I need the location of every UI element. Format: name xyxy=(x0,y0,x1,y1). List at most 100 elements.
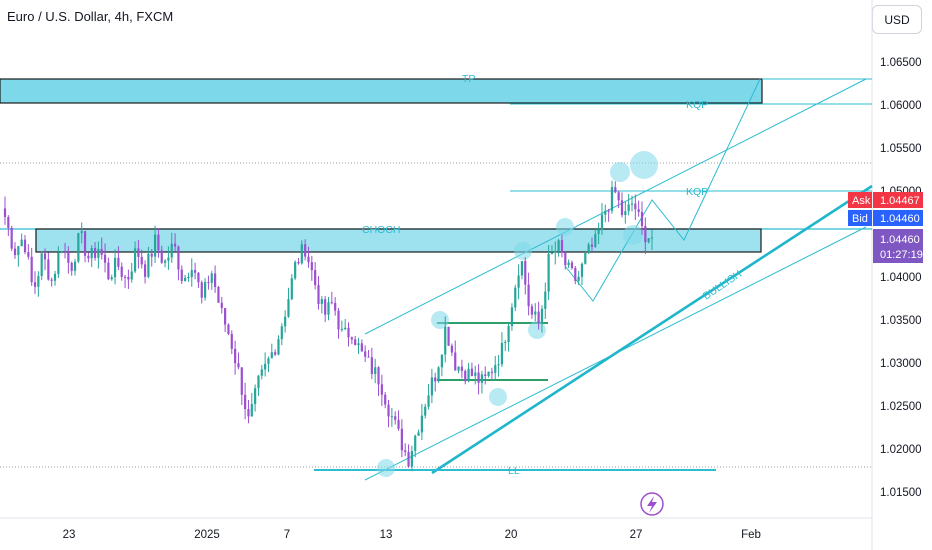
candle xyxy=(147,246,150,279)
tp-zone[interactable] xyxy=(0,78,763,104)
candle xyxy=(497,355,500,377)
candle xyxy=(257,375,260,396)
price-tick-label: 1.03500 xyxy=(880,315,922,327)
bid-tag: Bid 1.04460 xyxy=(848,210,923,226)
candle xyxy=(500,332,504,368)
candle xyxy=(417,429,420,436)
candle xyxy=(327,297,330,321)
candle xyxy=(50,277,53,287)
candle xyxy=(590,237,594,251)
swing-point xyxy=(556,218,574,236)
candle xyxy=(297,258,300,265)
swing-point xyxy=(489,388,507,406)
candle xyxy=(197,272,200,288)
candle xyxy=(117,246,120,271)
candle xyxy=(300,240,303,265)
candle xyxy=(487,371,490,378)
candle xyxy=(344,319,347,331)
candle xyxy=(103,243,107,273)
candle xyxy=(70,261,73,276)
candle xyxy=(314,262,317,290)
chart-title: Euro / U.S. Dollar, 4h, FXCM xyxy=(7,9,174,24)
candle xyxy=(170,232,173,263)
candle xyxy=(570,260,574,270)
price-axis[interactable]: 1.065001.060001.055001.050001.045001.040… xyxy=(880,57,922,499)
candle xyxy=(200,280,203,304)
candle xyxy=(560,234,564,258)
candle xyxy=(377,366,380,396)
candle xyxy=(534,303,537,322)
candle xyxy=(17,245,20,267)
candle xyxy=(477,364,480,395)
ask-label: Ask xyxy=(852,195,871,207)
candle xyxy=(597,222,600,245)
bid-label: Bid xyxy=(852,213,868,225)
bid-value: 1.04460 xyxy=(880,213,920,225)
time-axis[interactable]: 23 2025 7 13 20 27 Feb xyxy=(63,529,761,541)
candle xyxy=(113,249,117,285)
candle xyxy=(350,336,353,345)
candle xyxy=(167,246,170,270)
candle xyxy=(644,217,647,255)
swing-highlights xyxy=(377,151,658,477)
candle xyxy=(270,343,273,359)
candle xyxy=(193,262,197,280)
candle xyxy=(520,261,524,280)
candle xyxy=(634,194,637,221)
candle xyxy=(554,241,557,265)
channel-upper-line xyxy=(364,78,867,335)
candle xyxy=(234,340,237,375)
candle xyxy=(537,301,540,330)
candle xyxy=(224,308,227,333)
candle xyxy=(574,265,577,285)
candle xyxy=(304,239,307,261)
candles[interactable] xyxy=(3,180,654,472)
candle xyxy=(510,303,514,331)
candle xyxy=(230,330,233,355)
price-tick-label: 1.02000 xyxy=(880,444,922,456)
candle xyxy=(360,339,363,352)
candle xyxy=(584,250,587,265)
projection-path xyxy=(564,78,761,302)
candle xyxy=(110,274,113,281)
candle xyxy=(214,265,217,293)
candle xyxy=(604,204,607,223)
candle xyxy=(133,241,137,274)
candle xyxy=(244,382,247,420)
candle xyxy=(280,323,283,346)
choch-zone[interactable] xyxy=(35,228,762,253)
candle xyxy=(387,399,390,428)
candle xyxy=(53,270,57,286)
candle xyxy=(67,246,70,274)
candle xyxy=(507,322,510,352)
candle xyxy=(627,193,630,216)
candle xyxy=(640,201,644,235)
lightning-icon[interactable] xyxy=(640,492,664,516)
bullish-trendline[interactable] xyxy=(431,184,873,475)
candle xyxy=(33,271,37,294)
currency-button[interactable]: USD xyxy=(872,5,922,34)
time-tick-label: 20 xyxy=(505,529,518,541)
candle xyxy=(340,320,343,332)
candle xyxy=(364,345,367,363)
candle xyxy=(587,242,590,255)
candle xyxy=(484,366,487,385)
candle xyxy=(410,445,413,472)
swing-point xyxy=(623,225,643,245)
candle xyxy=(357,337,360,354)
candle xyxy=(153,225,157,263)
candle xyxy=(73,258,77,276)
swing-point xyxy=(377,459,395,477)
time-tick-label: Feb xyxy=(741,529,761,541)
candle xyxy=(47,252,50,281)
candle xyxy=(247,399,250,424)
candle xyxy=(550,245,554,255)
candle xyxy=(384,391,387,409)
candle xyxy=(207,275,210,290)
candle xyxy=(394,411,397,425)
last-price-value: 1.04460 xyxy=(880,234,920,246)
candle xyxy=(160,245,163,264)
candle xyxy=(614,181,617,194)
candle xyxy=(83,230,87,263)
